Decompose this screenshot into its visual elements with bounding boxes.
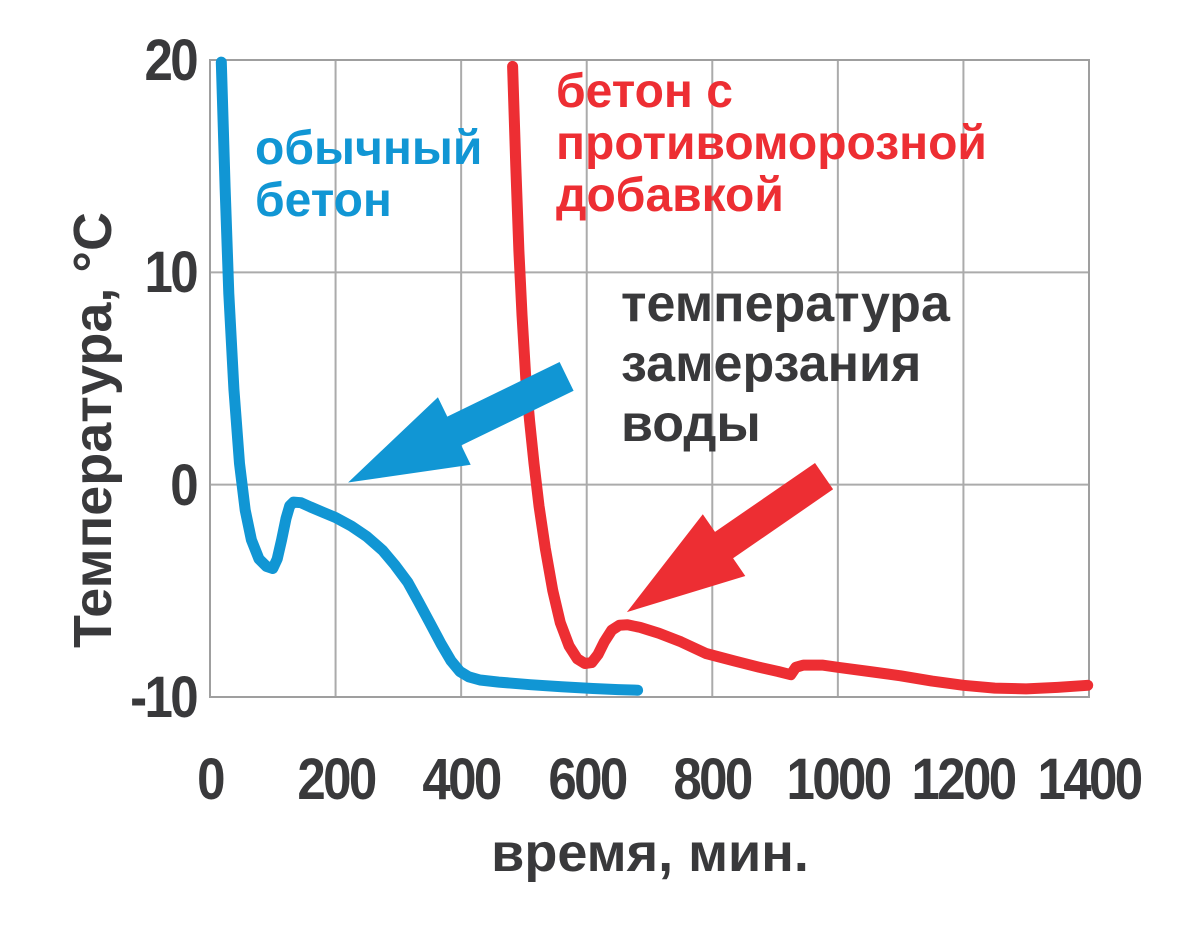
x-tick-label: 800 xyxy=(673,747,754,812)
label-ordinary-concrete: обычный бетон xyxy=(255,122,483,227)
y-tick-label: -10 xyxy=(130,665,198,730)
plot-border xyxy=(209,59,1090,698)
x-tick-label: 400 xyxy=(422,747,503,812)
series-line-ordinary-concrete xyxy=(215,56,644,696)
blue-arrow xyxy=(348,362,574,483)
x-tick-label: 1400 xyxy=(1037,747,1144,812)
label-antifreeze-concrete: бетон с противоморозной добавкой xyxy=(556,65,987,222)
red-arrow xyxy=(626,463,834,613)
x-axis-title: время, мин. xyxy=(491,823,809,883)
series-line-antifreeze-concrete xyxy=(507,60,1094,695)
y-tick-label: 0 xyxy=(170,452,198,518)
x-tick-label: 1000 xyxy=(786,747,892,812)
y-tick-label: 10 xyxy=(144,240,199,306)
x-tick-label: 1200 xyxy=(911,747,1018,812)
label-freezing-temperature: температура замерзания воды xyxy=(621,275,950,453)
x-tick-label: 200 xyxy=(296,747,377,812)
y-tick-label: 20 xyxy=(144,28,199,93)
x-tick-label: 600 xyxy=(548,747,628,812)
x-tick-label: 0 xyxy=(197,747,225,812)
